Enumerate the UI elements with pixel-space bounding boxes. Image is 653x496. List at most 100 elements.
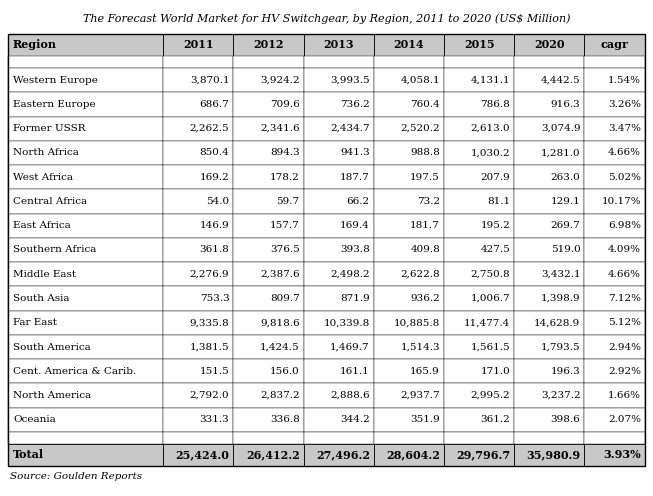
Bar bbox=[584, 335, 645, 359]
Bar bbox=[8, 141, 163, 165]
Text: 2,276.9: 2,276.9 bbox=[190, 270, 229, 279]
Bar bbox=[233, 408, 304, 432]
Text: 1,424.5: 1,424.5 bbox=[260, 343, 300, 352]
Bar bbox=[444, 141, 514, 165]
Bar bbox=[514, 117, 584, 141]
Text: 2,837.2: 2,837.2 bbox=[260, 391, 300, 400]
Text: 9,335.8: 9,335.8 bbox=[190, 318, 229, 327]
Text: West Africa: West Africa bbox=[13, 173, 73, 182]
Bar bbox=[163, 310, 233, 335]
Bar bbox=[584, 238, 645, 262]
Bar bbox=[584, 56, 645, 68]
Text: 398.6: 398.6 bbox=[550, 415, 581, 425]
Text: 376.5: 376.5 bbox=[270, 246, 300, 254]
Bar bbox=[374, 141, 444, 165]
Text: 187.7: 187.7 bbox=[340, 173, 370, 182]
Bar bbox=[584, 117, 645, 141]
Bar bbox=[163, 117, 233, 141]
Bar bbox=[8, 286, 163, 310]
Text: 336.8: 336.8 bbox=[270, 415, 300, 425]
Bar bbox=[233, 262, 304, 286]
Bar bbox=[374, 214, 444, 238]
Text: 3,924.2: 3,924.2 bbox=[260, 75, 300, 85]
Text: 351.9: 351.9 bbox=[410, 415, 440, 425]
Bar bbox=[304, 286, 374, 310]
Bar bbox=[304, 68, 374, 92]
Text: 197.5: 197.5 bbox=[410, 173, 440, 182]
Bar bbox=[514, 189, 584, 214]
Text: 195.2: 195.2 bbox=[481, 221, 510, 230]
Text: 181.7: 181.7 bbox=[410, 221, 440, 230]
Text: 1,561.5: 1,561.5 bbox=[471, 343, 510, 352]
Bar bbox=[233, 238, 304, 262]
Bar bbox=[444, 408, 514, 432]
Text: 936.2: 936.2 bbox=[410, 294, 440, 303]
Text: 81.1: 81.1 bbox=[487, 197, 510, 206]
Bar bbox=[374, 189, 444, 214]
Text: 165.9: 165.9 bbox=[410, 367, 440, 376]
Text: 4.66%: 4.66% bbox=[608, 270, 641, 279]
Text: 2.94%: 2.94% bbox=[608, 343, 641, 352]
Bar bbox=[584, 408, 645, 432]
Text: Western Europe: Western Europe bbox=[13, 75, 98, 85]
Text: 14,628.9: 14,628.9 bbox=[534, 318, 581, 327]
Bar bbox=[304, 92, 374, 117]
Bar bbox=[233, 189, 304, 214]
Text: Central Africa: Central Africa bbox=[13, 197, 87, 206]
Text: Cent. America & Carib.: Cent. America & Carib. bbox=[13, 367, 136, 376]
Text: 361.8: 361.8 bbox=[200, 246, 229, 254]
Text: 736.2: 736.2 bbox=[340, 100, 370, 109]
Text: 2,498.2: 2,498.2 bbox=[330, 270, 370, 279]
Bar bbox=[514, 214, 584, 238]
Text: 207.9: 207.9 bbox=[481, 173, 510, 182]
Bar bbox=[444, 359, 514, 383]
Bar bbox=[584, 432, 645, 444]
Text: 760.4: 760.4 bbox=[410, 100, 440, 109]
Bar bbox=[584, 359, 645, 383]
Text: 2.92%: 2.92% bbox=[608, 367, 641, 376]
Text: 2012: 2012 bbox=[253, 40, 284, 51]
Bar bbox=[514, 408, 584, 432]
Bar bbox=[8, 310, 163, 335]
Bar bbox=[304, 444, 374, 466]
Bar bbox=[8, 444, 163, 466]
Bar bbox=[304, 141, 374, 165]
Text: 2,888.6: 2,888.6 bbox=[330, 391, 370, 400]
Bar bbox=[8, 189, 163, 214]
Text: Former USSR: Former USSR bbox=[13, 124, 86, 133]
Text: 10.17%: 10.17% bbox=[601, 197, 641, 206]
Bar bbox=[444, 214, 514, 238]
Bar bbox=[584, 92, 645, 117]
Text: South Asia: South Asia bbox=[13, 294, 69, 303]
Bar bbox=[584, 383, 645, 408]
Text: Total: Total bbox=[13, 449, 44, 460]
Text: 151.5: 151.5 bbox=[200, 367, 229, 376]
Text: 5.02%: 5.02% bbox=[608, 173, 641, 182]
Bar bbox=[514, 444, 584, 466]
Text: 54.0: 54.0 bbox=[206, 197, 229, 206]
Bar bbox=[8, 68, 163, 92]
Text: 2013: 2013 bbox=[323, 40, 354, 51]
Text: 169.2: 169.2 bbox=[200, 173, 229, 182]
Text: 344.2: 344.2 bbox=[340, 415, 370, 425]
Text: 2,262.5: 2,262.5 bbox=[190, 124, 229, 133]
Bar bbox=[233, 141, 304, 165]
Bar bbox=[233, 359, 304, 383]
Text: 10,885.8: 10,885.8 bbox=[394, 318, 440, 327]
Text: 3,432.1: 3,432.1 bbox=[541, 270, 581, 279]
Text: 3,993.5: 3,993.5 bbox=[330, 75, 370, 85]
Bar bbox=[8, 214, 163, 238]
Text: 263.0: 263.0 bbox=[550, 173, 581, 182]
Text: North America: North America bbox=[13, 391, 91, 400]
Text: 26,412.2: 26,412.2 bbox=[246, 449, 300, 460]
Text: Source: Goulden Reports: Source: Goulden Reports bbox=[10, 472, 142, 481]
Text: 1,030.2: 1,030.2 bbox=[471, 148, 510, 157]
Bar bbox=[304, 34, 374, 56]
Bar bbox=[8, 34, 163, 56]
Text: 5.12%: 5.12% bbox=[608, 318, 641, 327]
Text: 894.3: 894.3 bbox=[270, 148, 300, 157]
Text: Far East: Far East bbox=[13, 318, 57, 327]
Bar bbox=[374, 383, 444, 408]
Bar bbox=[374, 408, 444, 432]
Bar bbox=[584, 141, 645, 165]
